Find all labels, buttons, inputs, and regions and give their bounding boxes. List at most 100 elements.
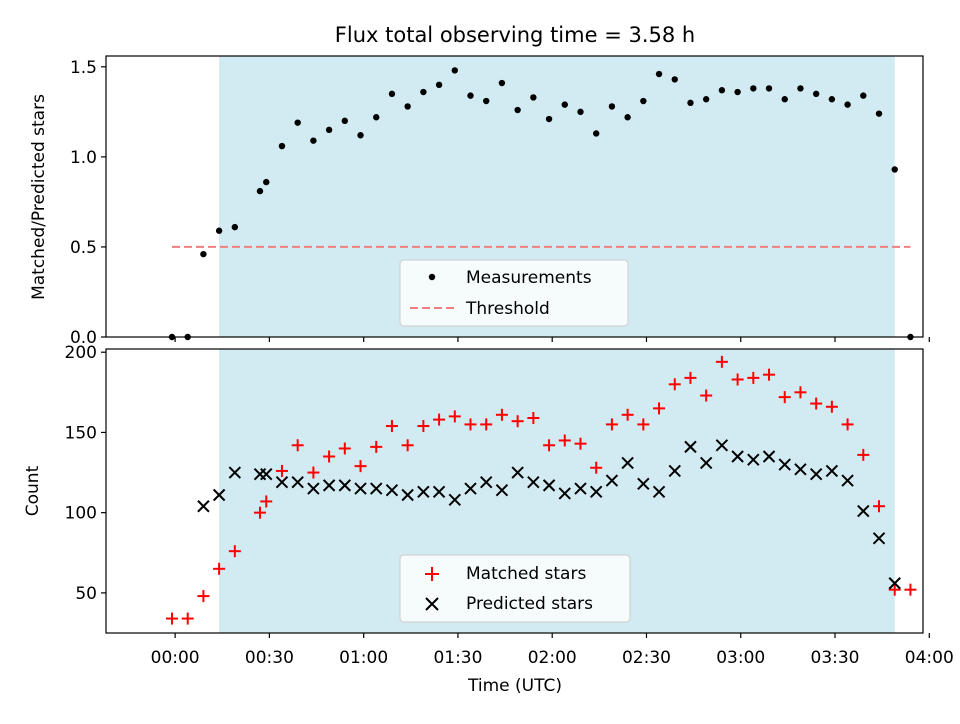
matched-star-point	[731, 373, 744, 386]
predicted-star-point	[432, 485, 446, 499]
predicted-star-point	[338, 479, 352, 492]
predicted-star-point	[401, 488, 414, 502]
matched-star-point	[810, 397, 823, 410]
matched-star-point	[385, 420, 398, 433]
matched-star-point	[574, 437, 587, 450]
measurement-point	[215, 227, 223, 234]
measurement-point	[891, 166, 898, 173]
matched-star-point	[417, 420, 430, 433]
measurement-point	[200, 250, 207, 258]
x-tick-label: 03:30	[811, 648, 860, 668]
legend-measurements-label: Measurements	[466, 268, 592, 288]
legend-matched-label: Matched stars	[466, 564, 586, 584]
bottom-y-ticks: 50 100 150 200	[65, 343, 106, 604]
bottom-legend: Matched stars Predicted stars	[399, 554, 631, 623]
predicted-star-point	[558, 487, 571, 500]
measurement-point	[655, 70, 663, 78]
predicted-star-point	[589, 485, 603, 499]
predicted-star-point	[495, 483, 509, 497]
measurement-point	[530, 94, 537, 101]
matched-star-point	[715, 355, 728, 368]
x-tick-label: 02:00	[528, 648, 577, 668]
legend-predicted-label: Predicted stars	[466, 594, 593, 614]
predicted-star-point	[370, 482, 383, 495]
measurement-point	[341, 117, 349, 125]
predicted-star-point	[809, 467, 823, 481]
matched-star-point	[857, 448, 870, 461]
predicted-star-point	[699, 456, 713, 470]
bottom-legend-box	[399, 554, 631, 623]
predicted-star-point	[872, 532, 886, 545]
matched-star-point	[213, 562, 226, 575]
matched-star-point	[495, 408, 508, 421]
predicted-star-point	[637, 477, 650, 490]
measurement-point	[718, 87, 726, 94]
predicted-star-point	[275, 475, 289, 489]
predicted-star-point	[574, 482, 587, 495]
predicted-star-point	[322, 479, 336, 492]
x-tick-label: 00:30	[245, 648, 294, 668]
matched-star-point	[370, 440, 383, 453]
measurement-point	[263, 178, 270, 186]
matched-star-point	[228, 545, 241, 558]
matched-star-point	[778, 391, 791, 404]
matched-star-point	[464, 418, 477, 431]
measurement-point	[765, 85, 773, 92]
matched-star-point	[888, 583, 901, 596]
measurement-point	[325, 126, 333, 134]
matched-star-point	[181, 612, 194, 625]
measurement-point	[451, 67, 458, 74]
matched-star-point	[543, 439, 556, 452]
matched-star-point	[904, 583, 917, 596]
predicted-star-point	[542, 479, 556, 492]
measurement-point	[435, 81, 443, 89]
bottom-plot-frame	[105, 348, 924, 634]
predicted-star-point	[480, 475, 493, 489]
measurement-point	[278, 142, 286, 150]
measurement-point	[561, 101, 568, 108]
predicted-star-point	[621, 456, 634, 470]
matched-star-point	[511, 415, 524, 428]
matched-star-point	[605, 418, 618, 431]
measurement-point	[310, 137, 317, 144]
predicted-star-point	[385, 483, 399, 497]
top-y-tick-label: 1.5	[70, 58, 97, 78]
top-y-tick-label: 0.5	[70, 238, 97, 258]
measurement-point	[593, 130, 600, 137]
bottom-panel: 50 100 150 200 00:00 00:30 01:00 01:30 02:00 02:…	[23, 343, 954, 696]
matched-star-point	[873, 500, 886, 513]
predicted-star-point	[605, 474, 619, 487]
measurement-point	[671, 76, 678, 83]
top-y-tick-label: 0.0	[70, 328, 97, 348]
bottom-y-tick-label: 100	[65, 504, 97, 524]
matched-star-point	[684, 371, 697, 384]
x-tick-label: 02:30	[622, 648, 671, 668]
measurement-point	[357, 132, 364, 139]
top-plot-frame	[105, 55, 924, 338]
x-axis-label: Time (UTC)	[467, 676, 562, 696]
predicted-star-point	[762, 450, 776, 463]
matched-star-point	[621, 408, 634, 421]
matched-star-point	[448, 410, 461, 423]
predicted-star-point	[228, 466, 242, 479]
matched-star-point	[260, 495, 273, 508]
predicted-star-point	[260, 467, 273, 481]
matched-star-point	[590, 461, 603, 474]
matched-star-point	[338, 442, 351, 455]
x-tick-label: 01:30	[433, 648, 482, 668]
matched-star-point	[668, 378, 681, 391]
top-x-ticks	[174, 337, 930, 342]
top-y-axis-label: Matched/Predicted stars	[29, 94, 49, 300]
matched-star-point	[763, 368, 776, 381]
measurement-point	[860, 92, 867, 99]
matched-star-point	[433, 413, 446, 426]
bottom-y-axis-label: Count	[23, 465, 43, 516]
predicted-star-point	[307, 482, 320, 495]
measurement-point	[294, 119, 301, 126]
matched-star-point	[165, 612, 178, 625]
matched-star-point	[354, 460, 367, 473]
predicted-star-point	[684, 440, 697, 454]
top-panel: 0.0 0.5 1.0 1.5 Matched/Predicted stars Mea…	[29, 55, 930, 348]
matched-star-point	[197, 590, 210, 603]
